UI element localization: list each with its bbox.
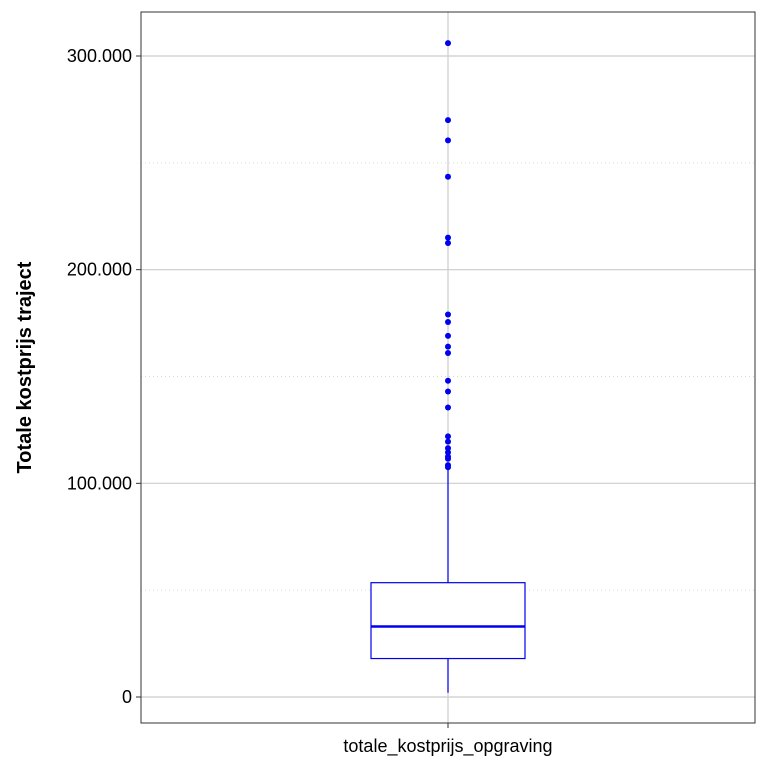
outlier-point xyxy=(445,173,451,180)
outlier-point xyxy=(445,455,451,462)
outlier-point xyxy=(445,464,451,471)
y-tick-label: 300.000 xyxy=(67,46,132,66)
outlier-point xyxy=(445,319,451,326)
outlier-point xyxy=(445,404,451,411)
grid-layer xyxy=(141,12,755,723)
outlier-point xyxy=(445,449,451,456)
y-tick-label: 100.000 xyxy=(67,473,132,493)
outlier-point xyxy=(445,117,451,124)
outlier-point xyxy=(445,332,451,339)
outlier-point xyxy=(445,311,451,318)
outlier-point xyxy=(445,234,451,241)
plot-layer xyxy=(370,40,526,693)
outlier-point xyxy=(445,137,451,144)
outlier-point xyxy=(445,445,451,452)
outlier-point xyxy=(445,239,451,246)
outlier-point xyxy=(445,433,451,440)
outlier-point xyxy=(445,40,451,47)
outlier-point xyxy=(445,349,451,356)
y-tick-label: 200.000 xyxy=(67,260,132,280)
x-tick-label: totale_kostprijs_opgraving xyxy=(343,736,552,757)
outlier-point xyxy=(445,388,451,395)
y-tick-label: 0 xyxy=(122,687,132,707)
outlier-point xyxy=(445,343,451,350)
axis-layer: 0 100.000 200.000 300.000 totale_kostprijs_o… xyxy=(67,46,553,757)
y-axis-title: Totale kostprijs traject xyxy=(14,261,36,473)
iqr-box xyxy=(370,582,526,660)
outlier-point xyxy=(445,438,451,445)
outlier-point xyxy=(445,377,451,384)
